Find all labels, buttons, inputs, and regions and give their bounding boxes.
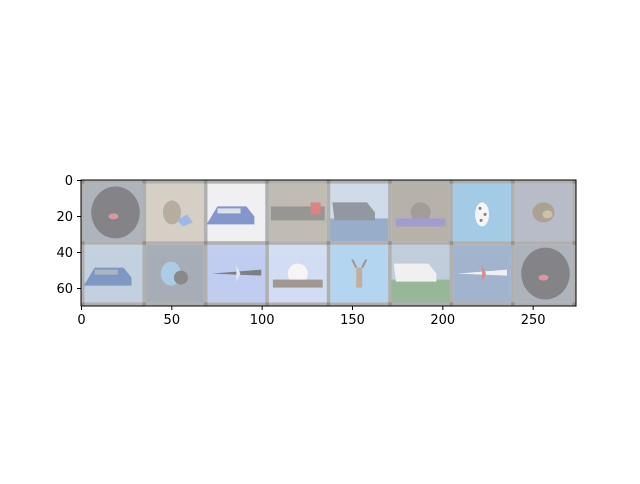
image-tile-dalmatian bbox=[453, 183, 511, 242]
frame-hline bbox=[81, 241, 576, 245]
axes-frame bbox=[80, 179, 577, 307]
image-tile-frog bbox=[146, 183, 204, 242]
y-tick-label: 0 bbox=[65, 174, 73, 189]
image-tiles bbox=[83, 183, 573, 303]
image-tile-ship bbox=[391, 244, 450, 303]
image-tile-airplane bbox=[453, 244, 511, 303]
x-tick-label: 250 bbox=[521, 313, 546, 328]
image-tile-cat bbox=[391, 183, 450, 242]
x-axis-ticks: 0 50 100 150 200 250 bbox=[77, 306, 546, 328]
image-tile-dog-face bbox=[514, 244, 573, 303]
image-tile-airplane bbox=[207, 244, 266, 303]
x-tick-label: 50 bbox=[164, 313, 181, 328]
frame-hline bbox=[81, 180, 576, 184]
y-tick-label: 40 bbox=[56, 246, 73, 261]
image-tile-cat bbox=[268, 244, 327, 303]
y-tick-label: 60 bbox=[56, 282, 73, 297]
x-tick-label: 200 bbox=[430, 313, 455, 328]
y-tick-label: 20 bbox=[56, 210, 73, 225]
image-tile-bird bbox=[146, 244, 204, 303]
image-tile-truck bbox=[268, 183, 327, 242]
frame-hline bbox=[81, 302, 576, 306]
x-tick-label: 0 bbox=[77, 313, 85, 328]
image-tile-deer bbox=[330, 244, 389, 303]
image-tile-car bbox=[206, 183, 266, 242]
image-tile-dog-face bbox=[84, 183, 143, 242]
y-axis-ticks: 0 20 40 60 bbox=[56, 174, 81, 297]
image-tile-ship bbox=[330, 183, 389, 242]
image-tile-dog bbox=[514, 183, 573, 242]
image-tile-car bbox=[83, 244, 143, 303]
x-tick-label: 100 bbox=[250, 313, 275, 328]
x-tick-label: 150 bbox=[340, 313, 365, 328]
image-frame-overlay bbox=[81, 180, 576, 306]
